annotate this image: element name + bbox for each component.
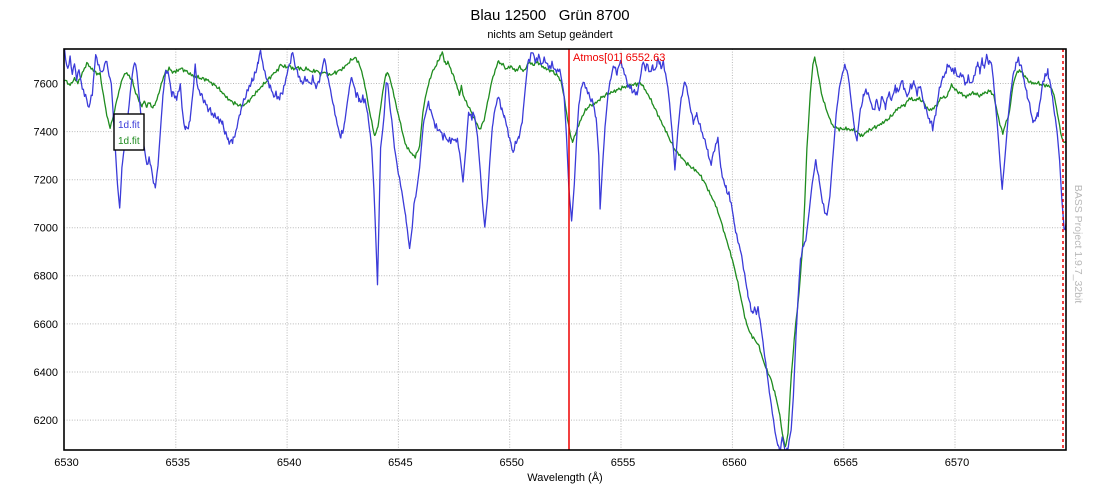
svg-text:6600: 6600 <box>34 319 58 331</box>
svg-text:6545: 6545 <box>388 457 412 469</box>
svg-text:Atmos[01] 6552.63: Atmos[01] 6552.63 <box>573 52 665 64</box>
svg-text:6800: 6800 <box>34 271 58 283</box>
svg-text:BASS Project 1.9.7_32bit: BASS Project 1.9.7_32bit <box>1072 185 1084 304</box>
svg-text:6560: 6560 <box>722 457 746 469</box>
svg-text:6400: 6400 <box>34 367 58 379</box>
svg-text:6565: 6565 <box>833 457 857 469</box>
svg-text:6555: 6555 <box>611 457 635 469</box>
svg-text:1d.fit: 1d.fit <box>118 120 140 131</box>
svg-text:7200: 7200 <box>34 175 58 187</box>
svg-text:Wavelength (Å): Wavelength (Å) <box>527 471 602 484</box>
svg-text:6535: 6535 <box>166 457 190 469</box>
svg-text:6540: 6540 <box>277 457 301 469</box>
svg-text:Blau 12500 Grün 8700: Blau 12500 Grün 8700 <box>470 7 629 24</box>
svg-text:nichts am Setup geändert: nichts am Setup geändert <box>487 29 612 41</box>
svg-text:6200: 6200 <box>34 415 58 427</box>
svg-text:7400: 7400 <box>34 127 58 139</box>
svg-text:7600: 7600 <box>34 78 58 90</box>
svg-text:7000: 7000 <box>34 223 58 235</box>
svg-text:6570: 6570 <box>945 457 969 469</box>
svg-text:6550: 6550 <box>499 457 523 469</box>
svg-text:1d.fit: 1d.fit <box>118 136 140 147</box>
svg-text:6530: 6530 <box>54 457 78 469</box>
